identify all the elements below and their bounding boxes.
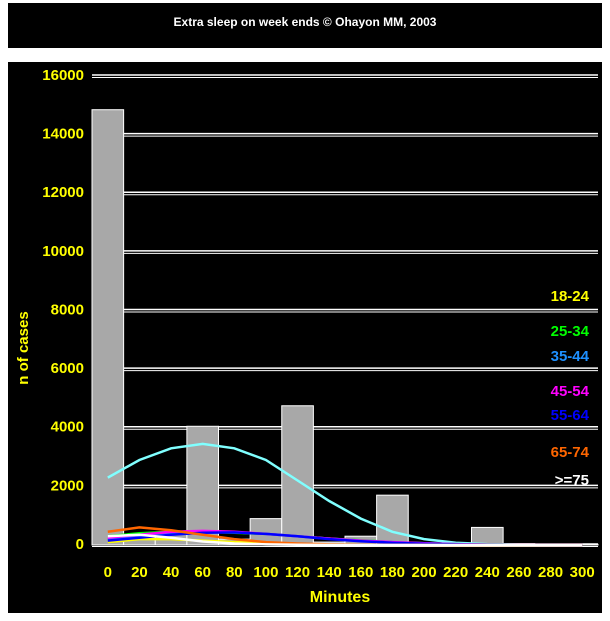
x-tick-label: 140	[317, 564, 342, 581]
legend-label: 55-64	[551, 407, 590, 424]
x-tick-label: 240	[475, 564, 500, 581]
x-tick-label: 40	[163, 564, 180, 581]
y-tick-label: 6000	[51, 360, 84, 377]
x-tick-label: 300	[570, 564, 595, 581]
curve	[107, 533, 583, 547]
y-tick-label: 14000	[42, 126, 84, 143]
x-axis-label: Minutes	[310, 589, 371, 606]
y-tick-label: 8000	[51, 301, 84, 318]
y-axis-label: n of cases	[15, 311, 32, 384]
bar	[91, 109, 125, 546]
y-tick-label: 4000	[51, 419, 84, 436]
x-tick-label: 160	[348, 564, 373, 581]
y-tick-label: 16000	[42, 67, 84, 84]
x-tick-label: 80	[226, 564, 243, 581]
x-tick-label: 100	[253, 564, 278, 581]
title-banner	[8, 3, 602, 48]
x-tick-label: 200	[412, 564, 437, 581]
legend-label: 65-74	[551, 444, 590, 461]
legend-label: 35-44	[551, 348, 590, 365]
y-tick-label: 2000	[51, 477, 84, 494]
x-tick-label: 220	[443, 564, 468, 581]
x-tick-label: 120	[285, 564, 310, 581]
chart-title: Extra sleep on week ends © Ohayon MM, 20…	[174, 15, 437, 29]
bar	[281, 405, 314, 546]
legend-label: 25-34	[551, 323, 590, 340]
x-tick-label: 280	[538, 564, 563, 581]
x-tick-label: 20	[131, 564, 148, 581]
bar	[376, 494, 409, 546]
x-tick-label: 180	[380, 564, 405, 581]
legend-label: >=75	[555, 472, 589, 489]
legend-label: 18-24	[551, 288, 590, 305]
y-tick-label: 0	[76, 536, 84, 553]
y-tick-label: 10000	[42, 243, 84, 260]
x-tick-label: 60	[194, 564, 211, 581]
y-tick-label: 12000	[42, 184, 84, 201]
legend-label: 45-54	[551, 383, 590, 400]
x-tick-label: 0	[104, 564, 112, 581]
x-tick-label: 260	[506, 564, 531, 581]
